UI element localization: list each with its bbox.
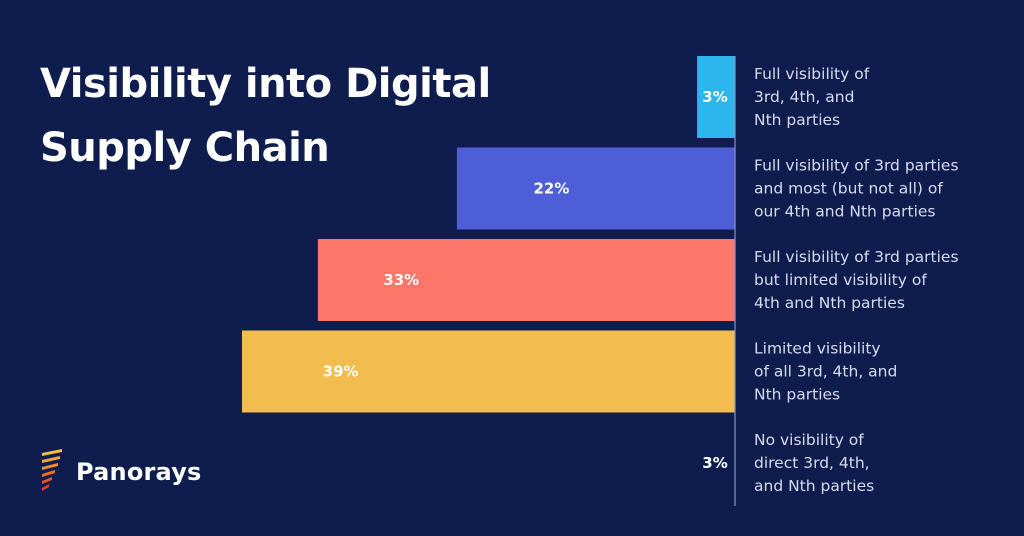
bar-1 (697, 56, 735, 138)
brand-logo: Panorays (40, 448, 202, 496)
bar-value-label-4: 39% (323, 363, 359, 381)
category-label-4-line-1: Limited visibility (754, 340, 881, 358)
category-label-2-line-1: Full visibility of 3rd parties (754, 157, 959, 175)
category-label-3-line-3: 4th and Nth parties (754, 294, 905, 312)
category-label-1-line-3: Nth parties (754, 111, 840, 129)
panorays-logo-icon (42, 449, 62, 491)
category-label-5-line-1: No visibility of (754, 431, 864, 449)
category-label-1-line-2: 3rd, 4th, and (754, 88, 854, 106)
category-label-5-line-3: and Nth parties (754, 477, 874, 495)
bar-value-label-5: 3% (702, 454, 727, 472)
category-label-4-line-2: of all 3rd, 4th, and (754, 363, 897, 381)
bar-3 (317, 239, 735, 321)
bar-value-label-3: 33% (383, 271, 419, 289)
chart-title-line-1: Visibility into Digital (40, 61, 491, 107)
category-label-5-line-2: direct 3rd, 4th, (754, 454, 870, 472)
category-label-2-line-3: our 4th and Nth parties (754, 203, 936, 221)
brand-name: Panorays (76, 458, 202, 486)
category-label-2-line-2: and most (but not all) of (754, 180, 943, 198)
bar-4 (242, 330, 735, 413)
chart-title: Visibility into Digital Supply Chain (40, 52, 560, 180)
bar-2 (456, 147, 735, 230)
chart-title-line-2: Supply Chain (40, 125, 330, 171)
bar-value-label-1: 3% (702, 88, 727, 106)
bar-value-label-2: 22% (533, 180, 569, 198)
bar-5 (697, 422, 735, 504)
category-label-3-line-2: but limited visibility of (754, 271, 927, 289)
category-label-3-line-1: Full visibility of 3rd parties (754, 248, 959, 266)
category-label-4-line-3: Nth parties (754, 386, 840, 404)
category-label-1-line-1: Full visibility of (754, 65, 870, 83)
